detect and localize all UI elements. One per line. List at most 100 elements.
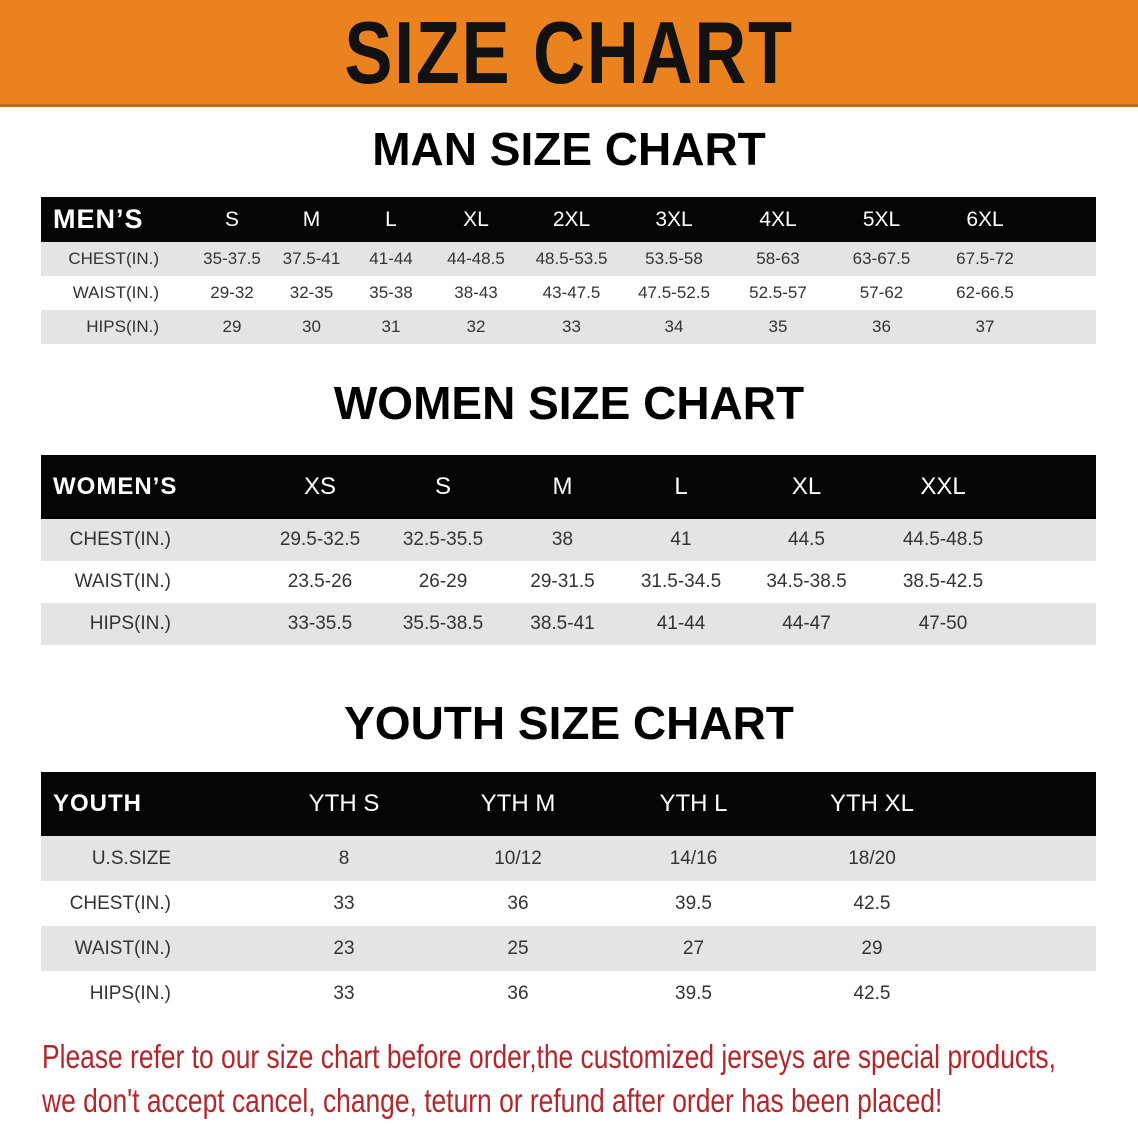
measurement-value: 14/16 — [605, 836, 782, 881]
size-column-header: YTH L — [605, 772, 782, 836]
measurement-value: 8 — [257, 836, 431, 881]
measurement-value: 32.5-35.5 — [382, 519, 504, 561]
measurement-label: WAIST(IN.) — [41, 561, 258, 603]
measurement-value: 26-29 — [382, 561, 504, 603]
measurement-value: 62-66.5 — [933, 276, 1037, 310]
size-column-header: YTH M — [431, 772, 605, 836]
size-column-header: L — [621, 455, 741, 519]
measurement-value: 27 — [605, 926, 782, 971]
measurement-value: 63-67.5 — [830, 242, 933, 276]
measurement-value: 29 — [192, 310, 272, 344]
measurement-value: 38.5-41 — [504, 603, 621, 645]
notice-line-2: we don't accept cancel, change, teturn o… — [42, 1082, 943, 1119]
measurement-value: 29-32 — [192, 276, 272, 310]
measurement-value: 36 — [431, 971, 605, 1016]
measurement-value: 57-62 — [830, 276, 933, 310]
measurement-value: 37 — [933, 310, 1037, 344]
table-category-label: WOMEN’S — [41, 455, 258, 519]
table-category-label: MEN’S — [41, 197, 192, 242]
measurement-label: HIPS(IN.) — [41, 603, 258, 645]
measurement-label: HIPS(IN.) — [41, 971, 257, 1016]
measurement-value: 37.5-41 — [272, 242, 351, 276]
size-column-header: XS — [258, 455, 382, 519]
measurement-value: 23 — [257, 926, 431, 971]
row-filler — [1037, 276, 1096, 310]
header-filler — [962, 772, 1096, 836]
table-row: HIPS(IN.) 29 30 31 32 33 34 35 36 37 — [41, 310, 1096, 344]
measurement-value: 44-48.5 — [431, 242, 521, 276]
measurement-value: 38.5-42.5 — [872, 561, 1014, 603]
measurement-value: 35 — [726, 310, 830, 344]
measurement-value: 18/20 — [782, 836, 962, 881]
measurement-value: 36 — [431, 881, 605, 926]
row-filler — [962, 971, 1096, 1016]
measurement-value: 41 — [621, 519, 741, 561]
measurement-value: 29.5-32.5 — [258, 519, 382, 561]
row-filler — [1014, 561, 1096, 603]
measurement-value: 38 — [504, 519, 621, 561]
youth-size-table: YOUTH YTH S YTH M YTH L YTH XL U.S.SIZE 8 10/12… — [41, 772, 1096, 1016]
notice-line-1: Please refer to our size chart before or… — [42, 1038, 1056, 1075]
measurement-value: 52.5-57 — [726, 276, 830, 310]
size-column-header: M — [272, 197, 351, 242]
measurement-value: 33 — [521, 310, 622, 344]
table-row: CHEST(IN.) 33 36 39.5 42.5 — [41, 881, 1096, 926]
row-filler — [962, 836, 1096, 881]
measurement-value: 58-63 — [726, 242, 830, 276]
measurement-label: CHEST(IN.) — [41, 519, 258, 561]
row-filler — [1014, 603, 1096, 645]
size-column-header: 5XL — [830, 197, 933, 242]
size-chart-banner: SIZE CHART — [0, 0, 1138, 107]
size-column-header: XL — [741, 455, 872, 519]
measurement-value: 25 — [431, 926, 605, 971]
size-column-header: M — [504, 455, 621, 519]
size-column-header: L — [351, 197, 431, 242]
table-row: WAIST(IN.) 29-32 32-35 35-38 38-43 43-47.5 47.… — [41, 276, 1096, 310]
header-filler — [1014, 455, 1096, 519]
measurement-value: 30 — [272, 310, 351, 344]
measurement-value: 33 — [257, 971, 431, 1016]
women-section-title: WOMEN SIZE CHART — [333, 377, 805, 429]
row-filler — [1037, 242, 1096, 276]
table-row: HIPS(IN.) 33 36 39.5 42.5 — [41, 971, 1096, 1016]
men-size-table: MEN’S S M L XL 2XL 3XL 4XL 5XL 6XL CHEST(IN.) 35-37… — [41, 197, 1096, 344]
size-column-header: XXL — [872, 455, 1014, 519]
measurement-value: 48.5-53.5 — [521, 242, 622, 276]
size-column-header: S — [382, 455, 504, 519]
measurement-value: 35.5-38.5 — [382, 603, 504, 645]
row-filler — [1014, 519, 1096, 561]
measurement-value: 53.5-58 — [622, 242, 726, 276]
measurement-value: 39.5 — [605, 971, 782, 1016]
table-category-label: YOUTH — [41, 772, 257, 836]
measurement-value: 29 — [782, 926, 962, 971]
row-filler — [962, 881, 1096, 926]
size-column-header: S — [192, 197, 272, 242]
measurement-value: 44-47 — [741, 603, 872, 645]
measurement-value: 67.5-72 — [933, 242, 1037, 276]
measurement-value: 41-44 — [351, 242, 431, 276]
measurement-value: 42.5 — [782, 881, 962, 926]
measurement-value: 33-35.5 — [258, 603, 382, 645]
size-column-header: YTH XL — [782, 772, 962, 836]
measurement-value: 38-43 — [431, 276, 521, 310]
header-row: MEN’S S M L XL 2XL 3XL 4XL 5XL 6XL — [41, 197, 1096, 242]
measurement-value: 31 — [351, 310, 431, 344]
table-row: CHEST(IN.) 29.5-32.5 32.5-35.5 38 41 44.5 44.5… — [41, 519, 1096, 561]
measurement-value: 33 — [257, 881, 431, 926]
measurement-label: HIPS(IN.) — [41, 310, 192, 344]
measurement-label: CHEST(IN.) — [41, 242, 192, 276]
measurement-value: 35-38 — [351, 276, 431, 310]
header-row: WOMEN’S XS S M L XL XXL — [41, 455, 1096, 519]
measurement-value: 31.5-34.5 — [621, 561, 741, 603]
measurement-value: 35-37.5 — [192, 242, 272, 276]
measurement-value: 43-47.5 — [521, 276, 622, 310]
measurement-label: U.S.SIZE — [41, 836, 257, 881]
measurement-value: 36 — [830, 310, 933, 344]
measurement-value: 39.5 — [605, 881, 782, 926]
size-column-header: 4XL — [726, 197, 830, 242]
measurement-value: 47-50 — [872, 603, 1014, 645]
row-filler — [962, 926, 1096, 971]
measurement-value: 23.5-26 — [258, 561, 382, 603]
table-row: WAIST(IN.) 23.5-26 26-29 29-31.5 31.5-34.5 34… — [41, 561, 1096, 603]
youth-section-title: YOUTH SIZE CHART — [344, 697, 794, 749]
